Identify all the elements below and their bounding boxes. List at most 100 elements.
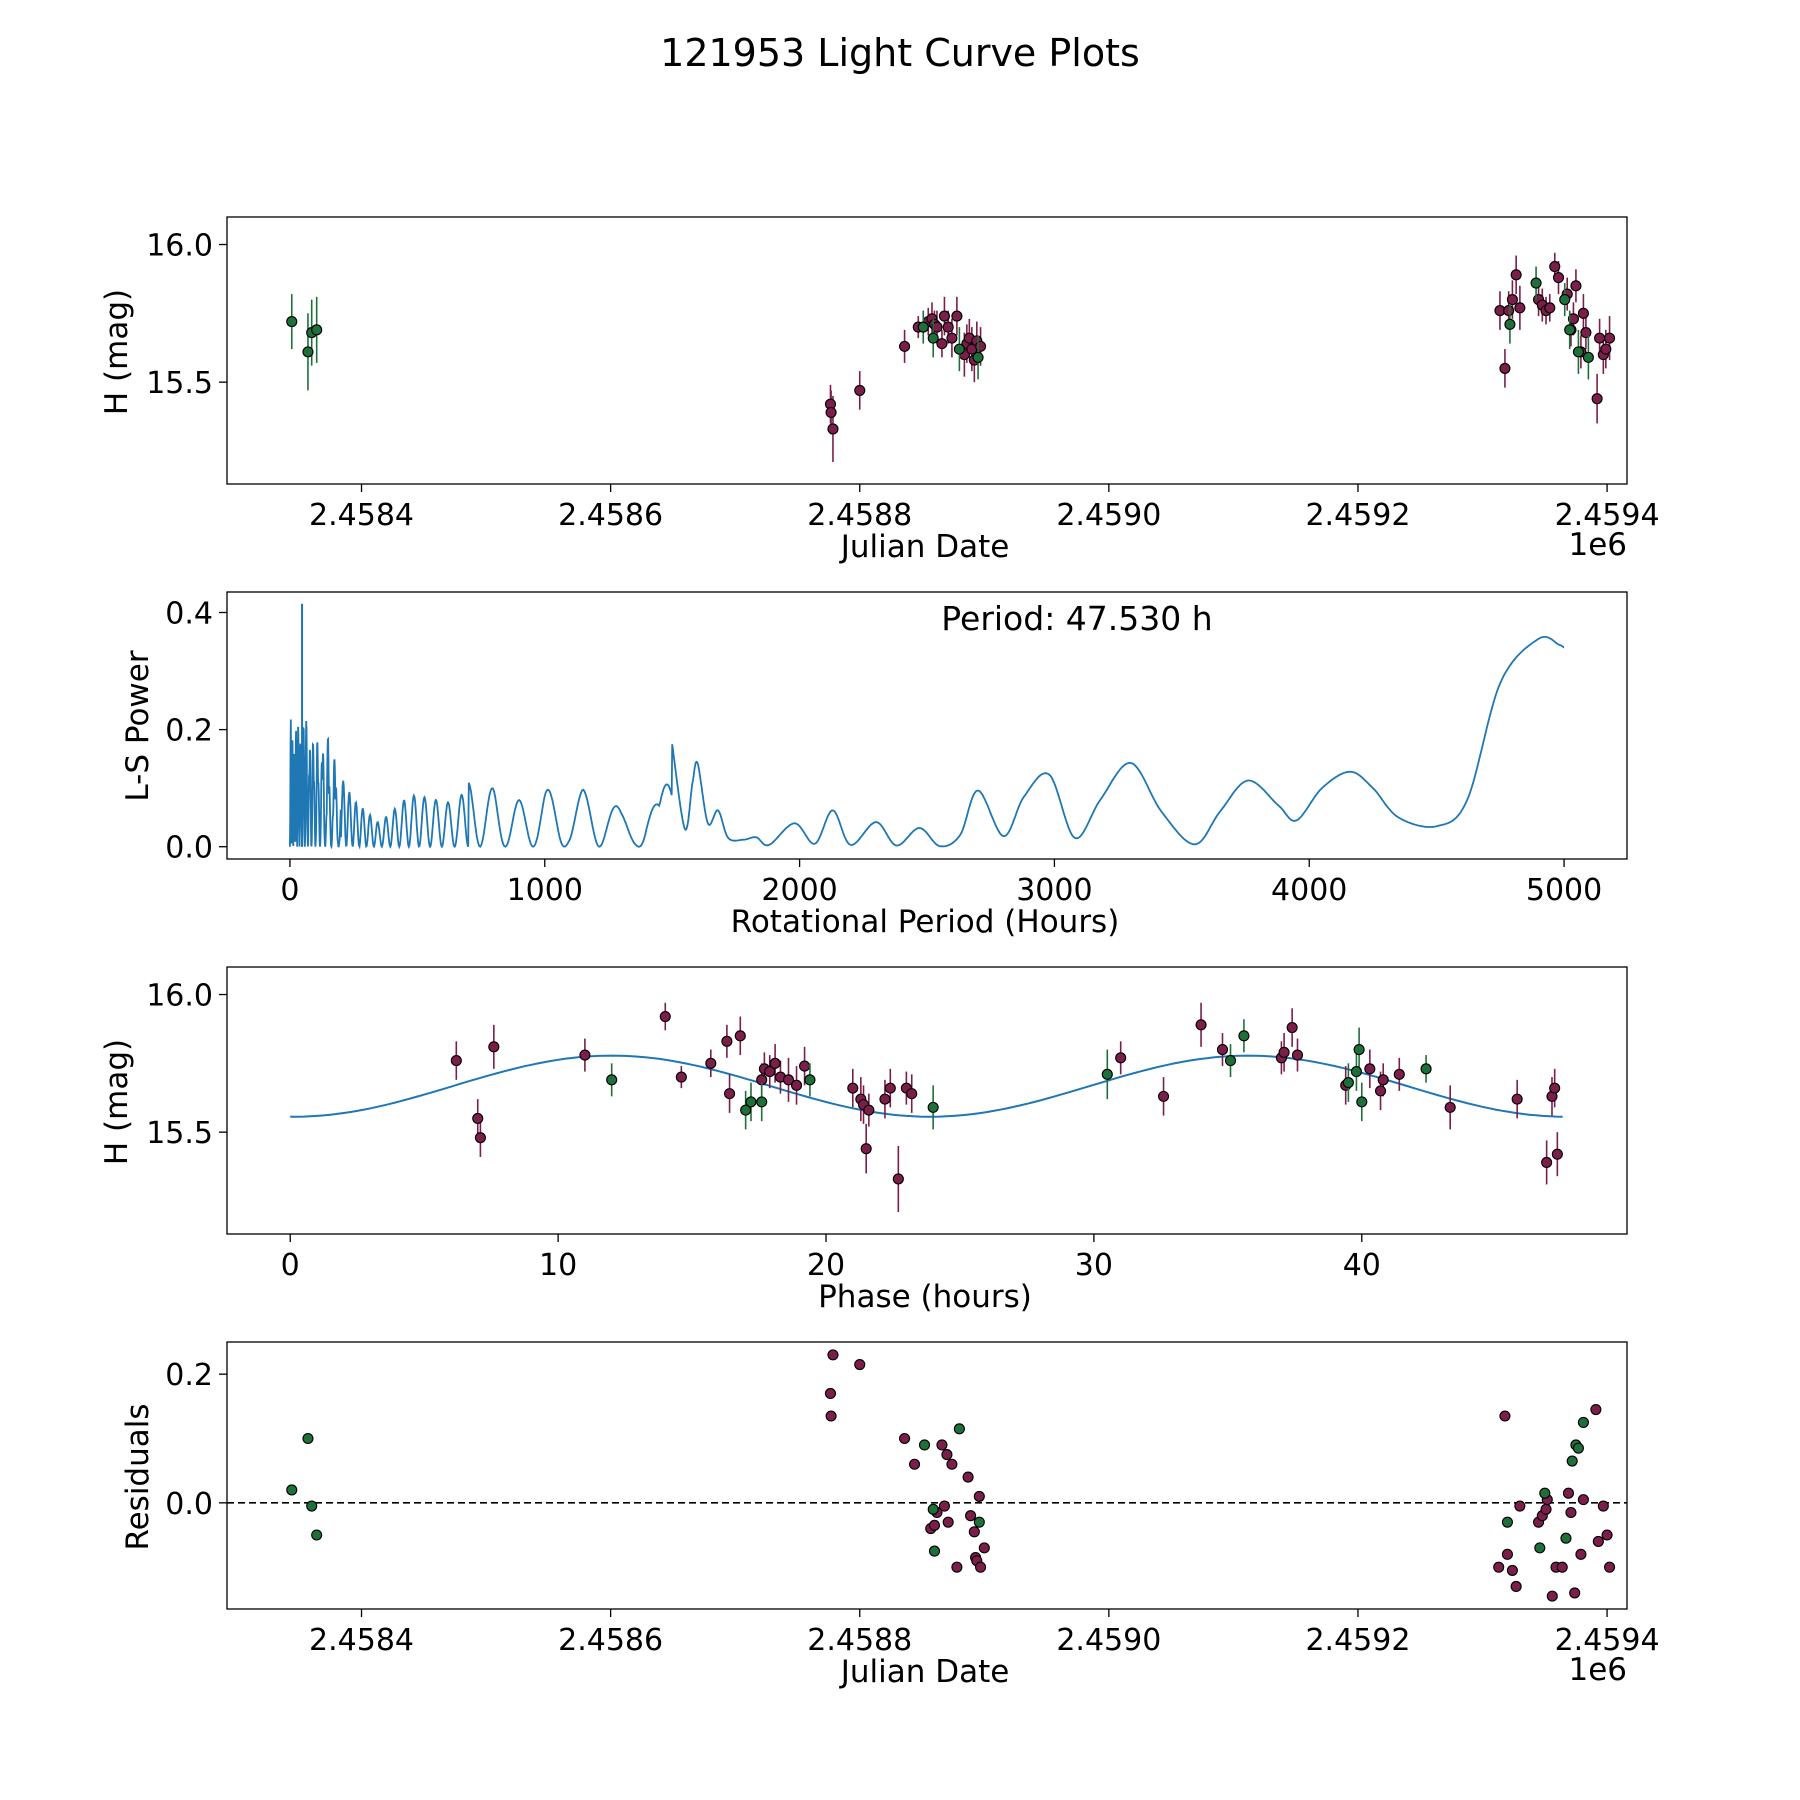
data-point (1353, 1044, 1365, 1056)
data-point (973, 1516, 985, 1528)
periodogram-xtick-label: 1000 (507, 873, 583, 908)
data-point (936, 338, 948, 350)
light_curve-ytick-label: 16.0 (146, 229, 213, 264)
periodogram-xtick-label: 3000 (1016, 873, 1092, 908)
data-point (1444, 1101, 1456, 1113)
data-point (942, 1516, 954, 1528)
data-point (799, 1060, 811, 1072)
data-point (740, 1104, 752, 1116)
data-point (302, 346, 314, 358)
data-point (953, 343, 965, 355)
data-point (936, 1439, 948, 1451)
data-point (927, 1101, 939, 1113)
fit-curve (290, 1054, 1563, 1118)
light_curve-xtick-label: 2.4584 (309, 498, 414, 533)
data-point (927, 332, 939, 344)
data-point (606, 1074, 618, 1086)
residuals-ytick-label: 0.2 (165, 1358, 213, 1393)
data-point (1364, 1063, 1376, 1075)
data-point (827, 423, 839, 435)
periodogram-ytick-label: 0.0 (165, 831, 213, 866)
data-point (1278, 1046, 1290, 1058)
data-point (1546, 1590, 1558, 1602)
phased_curve-plot-area (290, 1002, 1563, 1212)
data-point (1393, 1068, 1405, 1080)
data-point (927, 1503, 939, 1515)
data-point (1569, 1587, 1581, 1599)
data-point (1601, 1529, 1613, 1541)
data-point (962, 1471, 974, 1483)
data-point (1342, 1077, 1354, 1089)
data-point (1350, 1066, 1362, 1078)
phased_curve-xtick-label: 30 (1075, 1248, 1113, 1283)
data-point (1577, 1416, 1589, 1428)
data-point (1224, 1055, 1237, 1067)
data-point (1514, 302, 1526, 314)
residuals-series-a (824, 1349, 1616, 1602)
data-point (488, 1041, 500, 1053)
data-point (311, 324, 323, 336)
phased_curve-series-b (606, 1019, 1432, 1130)
phased_curve-xtick-label: 20 (807, 1248, 845, 1283)
light_curve-frame (226, 216, 1628, 485)
light_curve-xtick-label: 2.4590 (1056, 498, 1161, 533)
data-point (892, 1173, 904, 1185)
data-point (941, 1449, 953, 1461)
data-point (1540, 1503, 1552, 1515)
data-point (827, 1349, 839, 1361)
data-point (1501, 1516, 1513, 1528)
data-point (928, 1519, 941, 1531)
light_curve-plot-area (286, 252, 1616, 462)
data-point (675, 1071, 687, 1083)
data-point (1580, 327, 1592, 339)
data-point (1506, 294, 1518, 306)
data-point (745, 1096, 757, 1108)
data-point (1567, 313, 1579, 325)
data-point (975, 1561, 987, 1573)
data-point (1374, 1085, 1387, 1097)
data-point (1572, 346, 1584, 358)
data-point (854, 1358, 866, 1371)
periodogram-frame (226, 591, 1628, 860)
phased_curve-ytick-label: 15.5 (146, 1116, 213, 1151)
data-point (899, 1432, 911, 1445)
periodogram-ytick-label: 0.4 (165, 596, 213, 631)
residuals-frame (226, 1341, 1628, 1610)
data-point (1577, 307, 1589, 319)
periodogram-ytick-label: 0.2 (165, 714, 213, 749)
data-point (306, 1500, 318, 1512)
data-point (579, 1049, 591, 1061)
data-point (1356, 1096, 1368, 1108)
data-point (854, 384, 866, 396)
data-point (311, 1529, 323, 1541)
data-point (1544, 302, 1556, 314)
data-point (1216, 1044, 1229, 1056)
residuals-plot-area (227, 1349, 1627, 1602)
data-point (906, 1088, 918, 1100)
residuals-xtick-label: 2.4584 (309, 1623, 414, 1658)
residuals-xtick-label: 2.4594 (1555, 1623, 1660, 1658)
data-point (884, 1082, 896, 1094)
data-point (1600, 343, 1612, 355)
data-point (1560, 1532, 1572, 1544)
data-point (1377, 1074, 1389, 1086)
data-point (825, 1410, 837, 1422)
data-point (938, 1500, 950, 1512)
data-point (908, 1458, 921, 1470)
data-point (1115, 1052, 1127, 1064)
data-point (918, 1439, 931, 1451)
light_curve-xtick-label: 2.4586 (558, 498, 663, 533)
data-point (1556, 1561, 1568, 1573)
data-point (1101, 1068, 1113, 1080)
phased-curve-xlabel: Phase (hours) (818, 1279, 1032, 1315)
data-point (659, 1010, 671, 1023)
residuals-xlabel: Julian Date (839, 1654, 1010, 1690)
data-point (302, 1432, 314, 1445)
periodogram-ylabel: L-S Power (120, 650, 156, 801)
data-point (721, 1035, 733, 1047)
data-point (705, 1057, 717, 1069)
light-curve-ylabel: H (mag) (99, 289, 135, 415)
periodogram-annotation: Period: 47.530 h (941, 599, 1212, 638)
data-point (978, 1542, 990, 1554)
